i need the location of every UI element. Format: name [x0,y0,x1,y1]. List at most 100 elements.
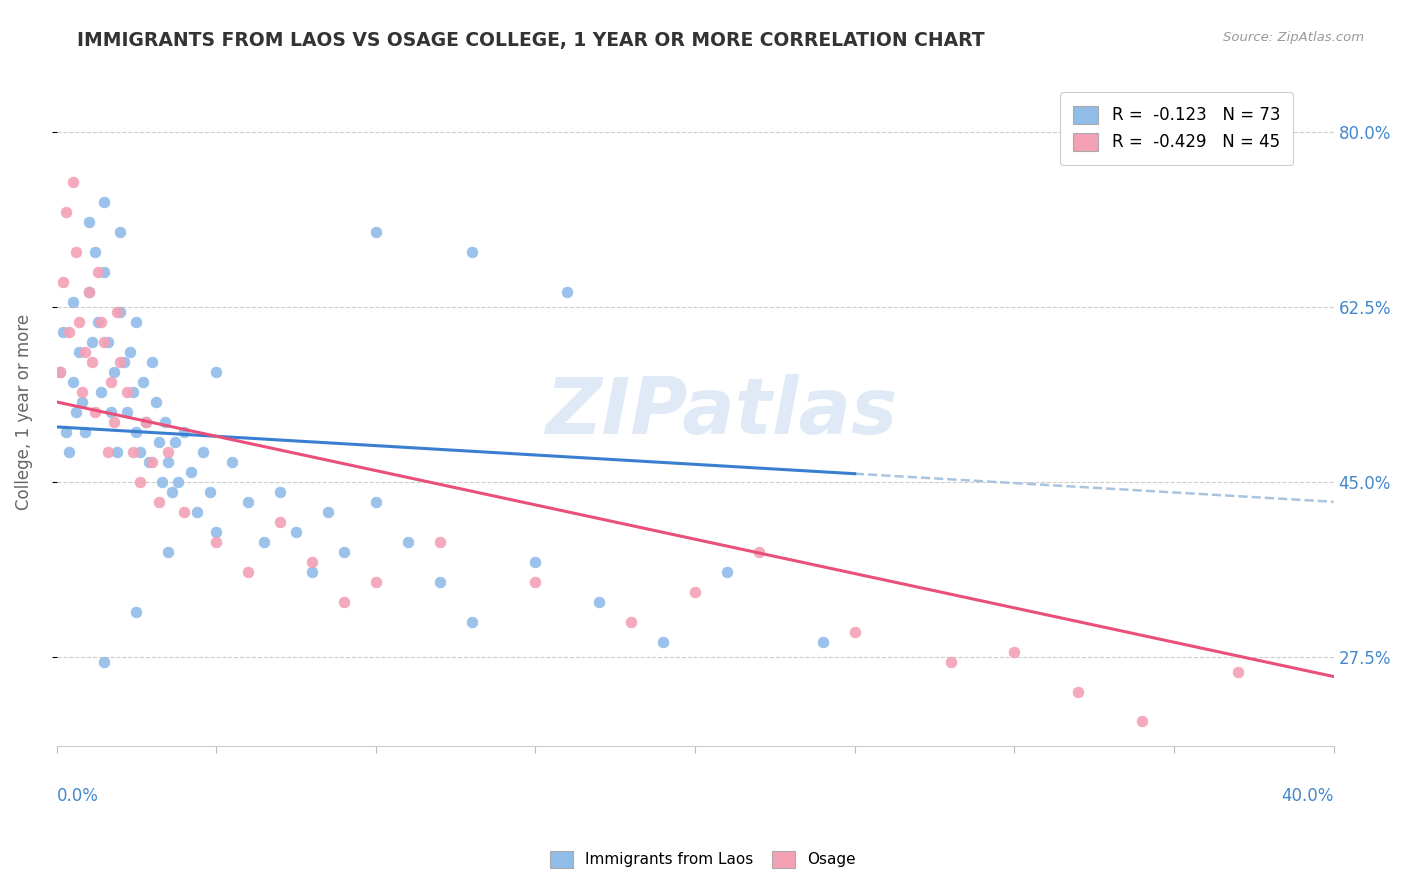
Point [90,384,112,399]
Point [75,345,97,359]
Text: 0.0%: 0.0% [56,787,98,805]
Point [138,455,160,469]
Point [588,594,610,608]
Point [301,565,323,579]
Point [65,405,87,419]
Point [221,455,243,469]
Point [93,195,115,210]
Point [80,334,103,349]
Point [122,445,145,459]
Point [253,534,276,549]
Point [128,445,150,459]
Point [90,315,112,329]
Point [333,545,356,559]
Point [93,655,115,669]
Point [55,205,77,219]
Text: IMMIGRANTS FROM LAOS VS OSAGE COLLEGE, 1 YEAR OR MORE CORRELATION CHART: IMMIGRANTS FROM LAOS VS OSAGE COLLEGE, 1… [77,31,986,50]
Point [198,484,221,499]
Point [112,355,135,369]
Point [157,455,180,469]
Point [75,425,97,439]
Point [205,365,228,379]
Point [125,605,148,619]
Point [364,225,387,239]
Point [122,384,145,399]
Point [652,634,675,648]
Point [193,445,215,459]
Point [429,534,451,549]
Point [364,495,387,509]
Point [80,355,103,369]
Point [157,445,180,459]
Point [145,395,167,409]
Point [105,305,128,319]
Point [269,484,291,499]
Point [58,445,80,459]
Text: 40.0%: 40.0% [1281,787,1334,805]
Point [364,574,387,589]
Point [148,434,170,449]
Point [93,334,115,349]
Point [1130,714,1153,729]
Point [55,425,77,439]
Point [87,265,110,279]
Point [115,384,138,399]
Point [460,245,482,260]
Point [160,484,183,499]
Point [84,405,107,419]
Point [167,475,190,489]
Point [205,524,228,539]
Point [93,265,115,279]
Point [716,565,738,579]
Text: Source: ZipAtlas.com: Source: ZipAtlas.com [1223,31,1364,45]
Point [148,495,170,509]
Point [524,555,547,569]
Point [49,365,72,379]
Point [748,545,770,559]
Point [238,565,260,579]
Point [396,534,419,549]
Point [620,615,643,629]
Point [58,325,80,339]
Point [557,285,579,299]
Point [77,285,100,299]
Point [333,594,356,608]
Point [939,655,962,669]
Point [1067,684,1090,698]
Point [67,315,90,329]
Point [62,175,84,189]
Point [97,334,120,349]
Point [524,574,547,589]
Point [115,405,138,419]
Point [157,545,180,559]
Y-axis label: College, 1 year or more: College, 1 year or more [15,314,32,510]
Point [62,295,84,310]
Point [118,345,141,359]
Point [429,574,451,589]
Point [110,225,132,239]
Point [100,405,122,419]
Point [460,615,482,629]
Text: ZIPatlas: ZIPatlas [544,374,897,450]
Point [77,285,100,299]
Point [49,365,72,379]
Point [110,305,132,319]
Point [100,375,122,389]
Point [153,415,176,429]
Point [135,415,157,429]
Point [105,445,128,459]
Point [125,315,148,329]
Point [285,524,308,539]
Point [62,375,84,389]
Point [238,495,260,509]
Point [70,384,93,399]
Point [173,425,195,439]
Point [173,505,195,519]
Point [1002,644,1025,658]
Point [844,624,866,639]
Point [1226,665,1249,679]
Point [132,375,155,389]
Point [97,445,120,459]
Point [163,434,186,449]
Point [301,555,323,569]
